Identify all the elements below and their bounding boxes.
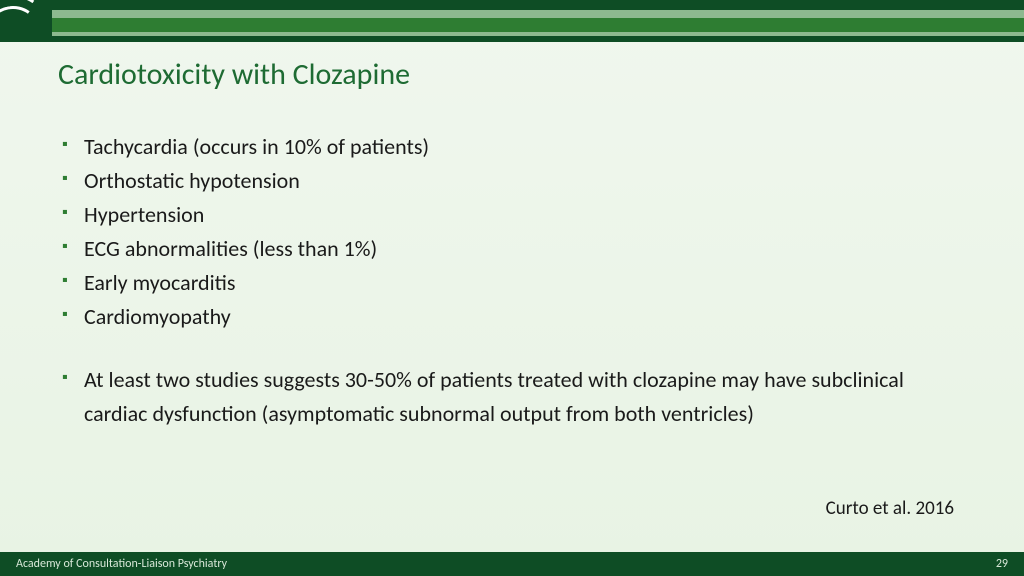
bullet-item: Orthostatic hypotension bbox=[58, 164, 964, 198]
bullet-item: Hypertension bbox=[58, 198, 964, 232]
bullet-list-primary: Tachycardia (occurs in 10% of patients) … bbox=[58, 130, 964, 335]
citation-text: Curto et al. 2016 bbox=[826, 497, 954, 520]
bullet-item: Early myocarditis bbox=[58, 266, 964, 300]
slide: Cardiotoxicity with Clozapine Tachycardi… bbox=[0, 0, 1024, 576]
bullet-item: Tachycardia (occurs in 10% of patients) bbox=[58, 130, 964, 164]
footer-org: Academy of Consultation-Liaison Psychiat… bbox=[16, 557, 227, 571]
band-stripe bbox=[0, 0, 1024, 10]
bullet-item: At least two studies suggests 30-50% of … bbox=[58, 363, 964, 431]
bullet-item: Cardiomyopathy bbox=[58, 300, 964, 334]
band-stripe bbox=[0, 36, 1024, 42]
header-band bbox=[0, 0, 1024, 42]
footer-page-number: 29 bbox=[996, 557, 1008, 571]
bullet-item: ECG abnormalities (less than 1%) bbox=[58, 232, 964, 266]
logo-icon bbox=[0, 0, 52, 42]
band-stripe bbox=[0, 18, 1024, 32]
bullet-list-secondary: At least two studies suggests 30-50% of … bbox=[58, 363, 964, 431]
slide-title: Cardiotoxicity with Clozapine bbox=[58, 56, 410, 93]
slide-content: Tachycardia (occurs in 10% of patients) … bbox=[58, 130, 964, 431]
band-stripe bbox=[0, 10, 1024, 18]
footer-bar: Academy of Consultation-Liaison Psychiat… bbox=[0, 552, 1024, 576]
